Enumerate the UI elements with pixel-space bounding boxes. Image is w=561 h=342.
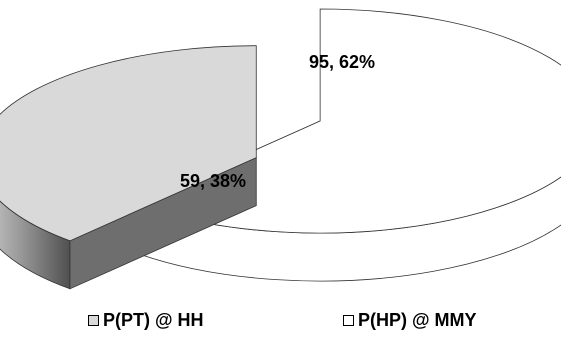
legend-label-hh: P(PT) @ HH — [103, 310, 204, 330]
slice-label-hh: 59, 38% — [180, 171, 246, 191]
legend: P(PT) @ HH P(HP) @ MMY — [0, 310, 561, 338]
legend-item-mmy: P(HP) @ MMY — [343, 310, 477, 331]
legend-swatch-hh — [88, 315, 99, 326]
slice-label-mmy: 95, 62% — [309, 52, 375, 72]
slice-hh — [0, 45, 257, 290]
legend-item-hh: P(PT) @ HH — [88, 310, 204, 331]
legend-swatch-mmy — [343, 315, 354, 326]
legend-label-mmy: P(HP) @ MMY — [358, 310, 477, 330]
